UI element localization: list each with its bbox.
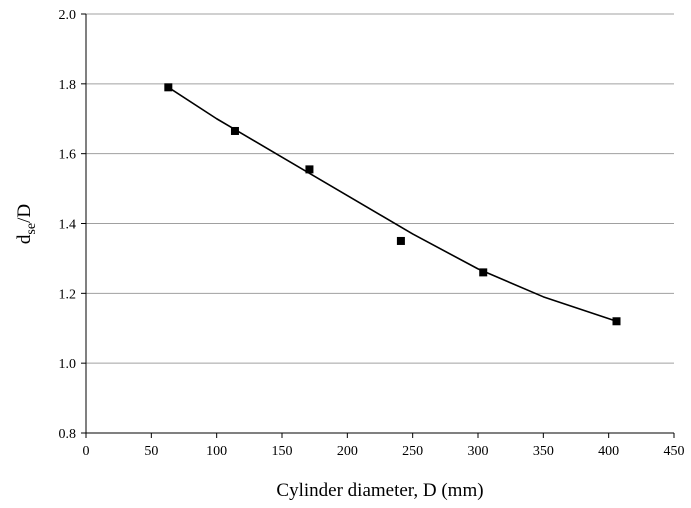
y-tick-label: 1.0: [59, 357, 77, 372]
x-tick-label: 50: [144, 444, 158, 459]
x-tick-label: 200: [337, 444, 358, 459]
marker: [612, 317, 621, 326]
x-tick-label: 300: [468, 444, 489, 459]
x-axis-label: Cylinder diameter, D (mm): [276, 480, 483, 501]
y-label-subscript: se: [24, 223, 39, 235]
y-label-rest: /D: [14, 204, 35, 223]
x-tick-label: 100: [206, 444, 227, 459]
x-tick-label: 400: [598, 444, 619, 459]
y-tick-label: 1.2: [59, 287, 77, 302]
x-tick-label: 250: [402, 444, 423, 459]
y-tick-label: 0.8: [59, 427, 77, 442]
trend-line: [167, 86, 617, 323]
y-tick-label: 1.4: [59, 218, 77, 233]
x-tick-label: 350: [533, 444, 554, 459]
y-tick-label: 1.8: [59, 78, 77, 93]
x-tick-label: 0: [83, 444, 90, 459]
marker: [164, 83, 173, 92]
y-axis-label: dse/D: [14, 204, 39, 244]
y-tick-label: 2.0: [59, 8, 77, 23]
y-tick-label: 1.6: [59, 148, 77, 163]
marker: [396, 236, 405, 245]
marker: [230, 126, 239, 135]
marker: [305, 165, 314, 174]
x-tick-label: 450: [664, 444, 685, 459]
marker: [479, 268, 488, 277]
x-tick-label: 150: [272, 444, 293, 459]
y-label-base: d: [14, 234, 35, 244]
